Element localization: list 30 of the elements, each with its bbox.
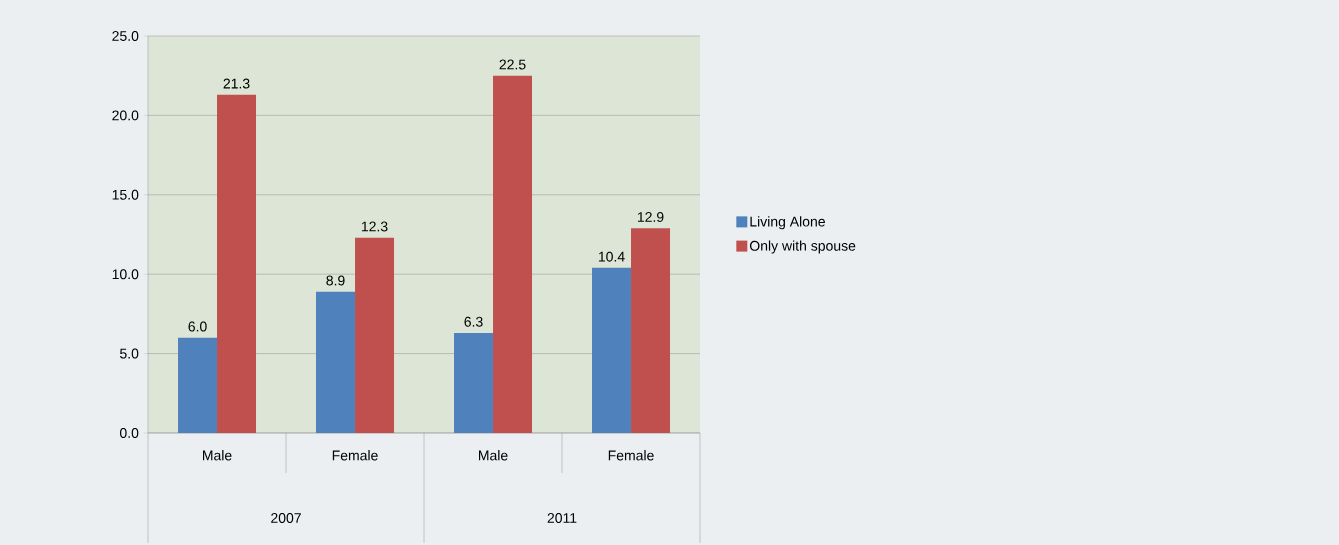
data-label: 10.4 [598,251,625,262]
data-label: 6.3 [464,316,483,327]
x-tick-label: Male [479,450,508,461]
data-label: 12.3 [361,221,388,232]
text: 2011 [547,513,577,523]
bar [592,267,632,433]
x-tick-label: Female [608,450,654,461]
y-tick-label: 10.0 [112,269,139,280]
y-tick-label: 20.0 [112,110,139,121]
bar [493,75,533,433]
data-label: 22.5 [499,59,526,70]
legend-label: Living Alone [750,216,825,230]
x-tick-label: Male [203,450,232,461]
y-tick-label: 0.0 [119,428,139,438]
x-tick-label: Female [332,450,378,461]
text: 2007 [271,513,301,523]
y-tick-label: 5.0 [120,348,139,359]
y-tick-label: 25.0 [112,31,139,41]
data-label: 21.3 [223,78,250,89]
bar [178,337,218,433]
data-label: 6.0 [188,321,207,332]
bar [316,291,356,433]
legend-label: Only with spouse [749,240,856,254]
bar [355,237,395,433]
bar [631,228,671,433]
bar [454,332,494,433]
bar [217,94,257,433]
data-label: 12.9 [637,212,664,222]
data-label: 8.9 [326,275,345,286]
y-tick-label: 15.0 [112,189,139,200]
